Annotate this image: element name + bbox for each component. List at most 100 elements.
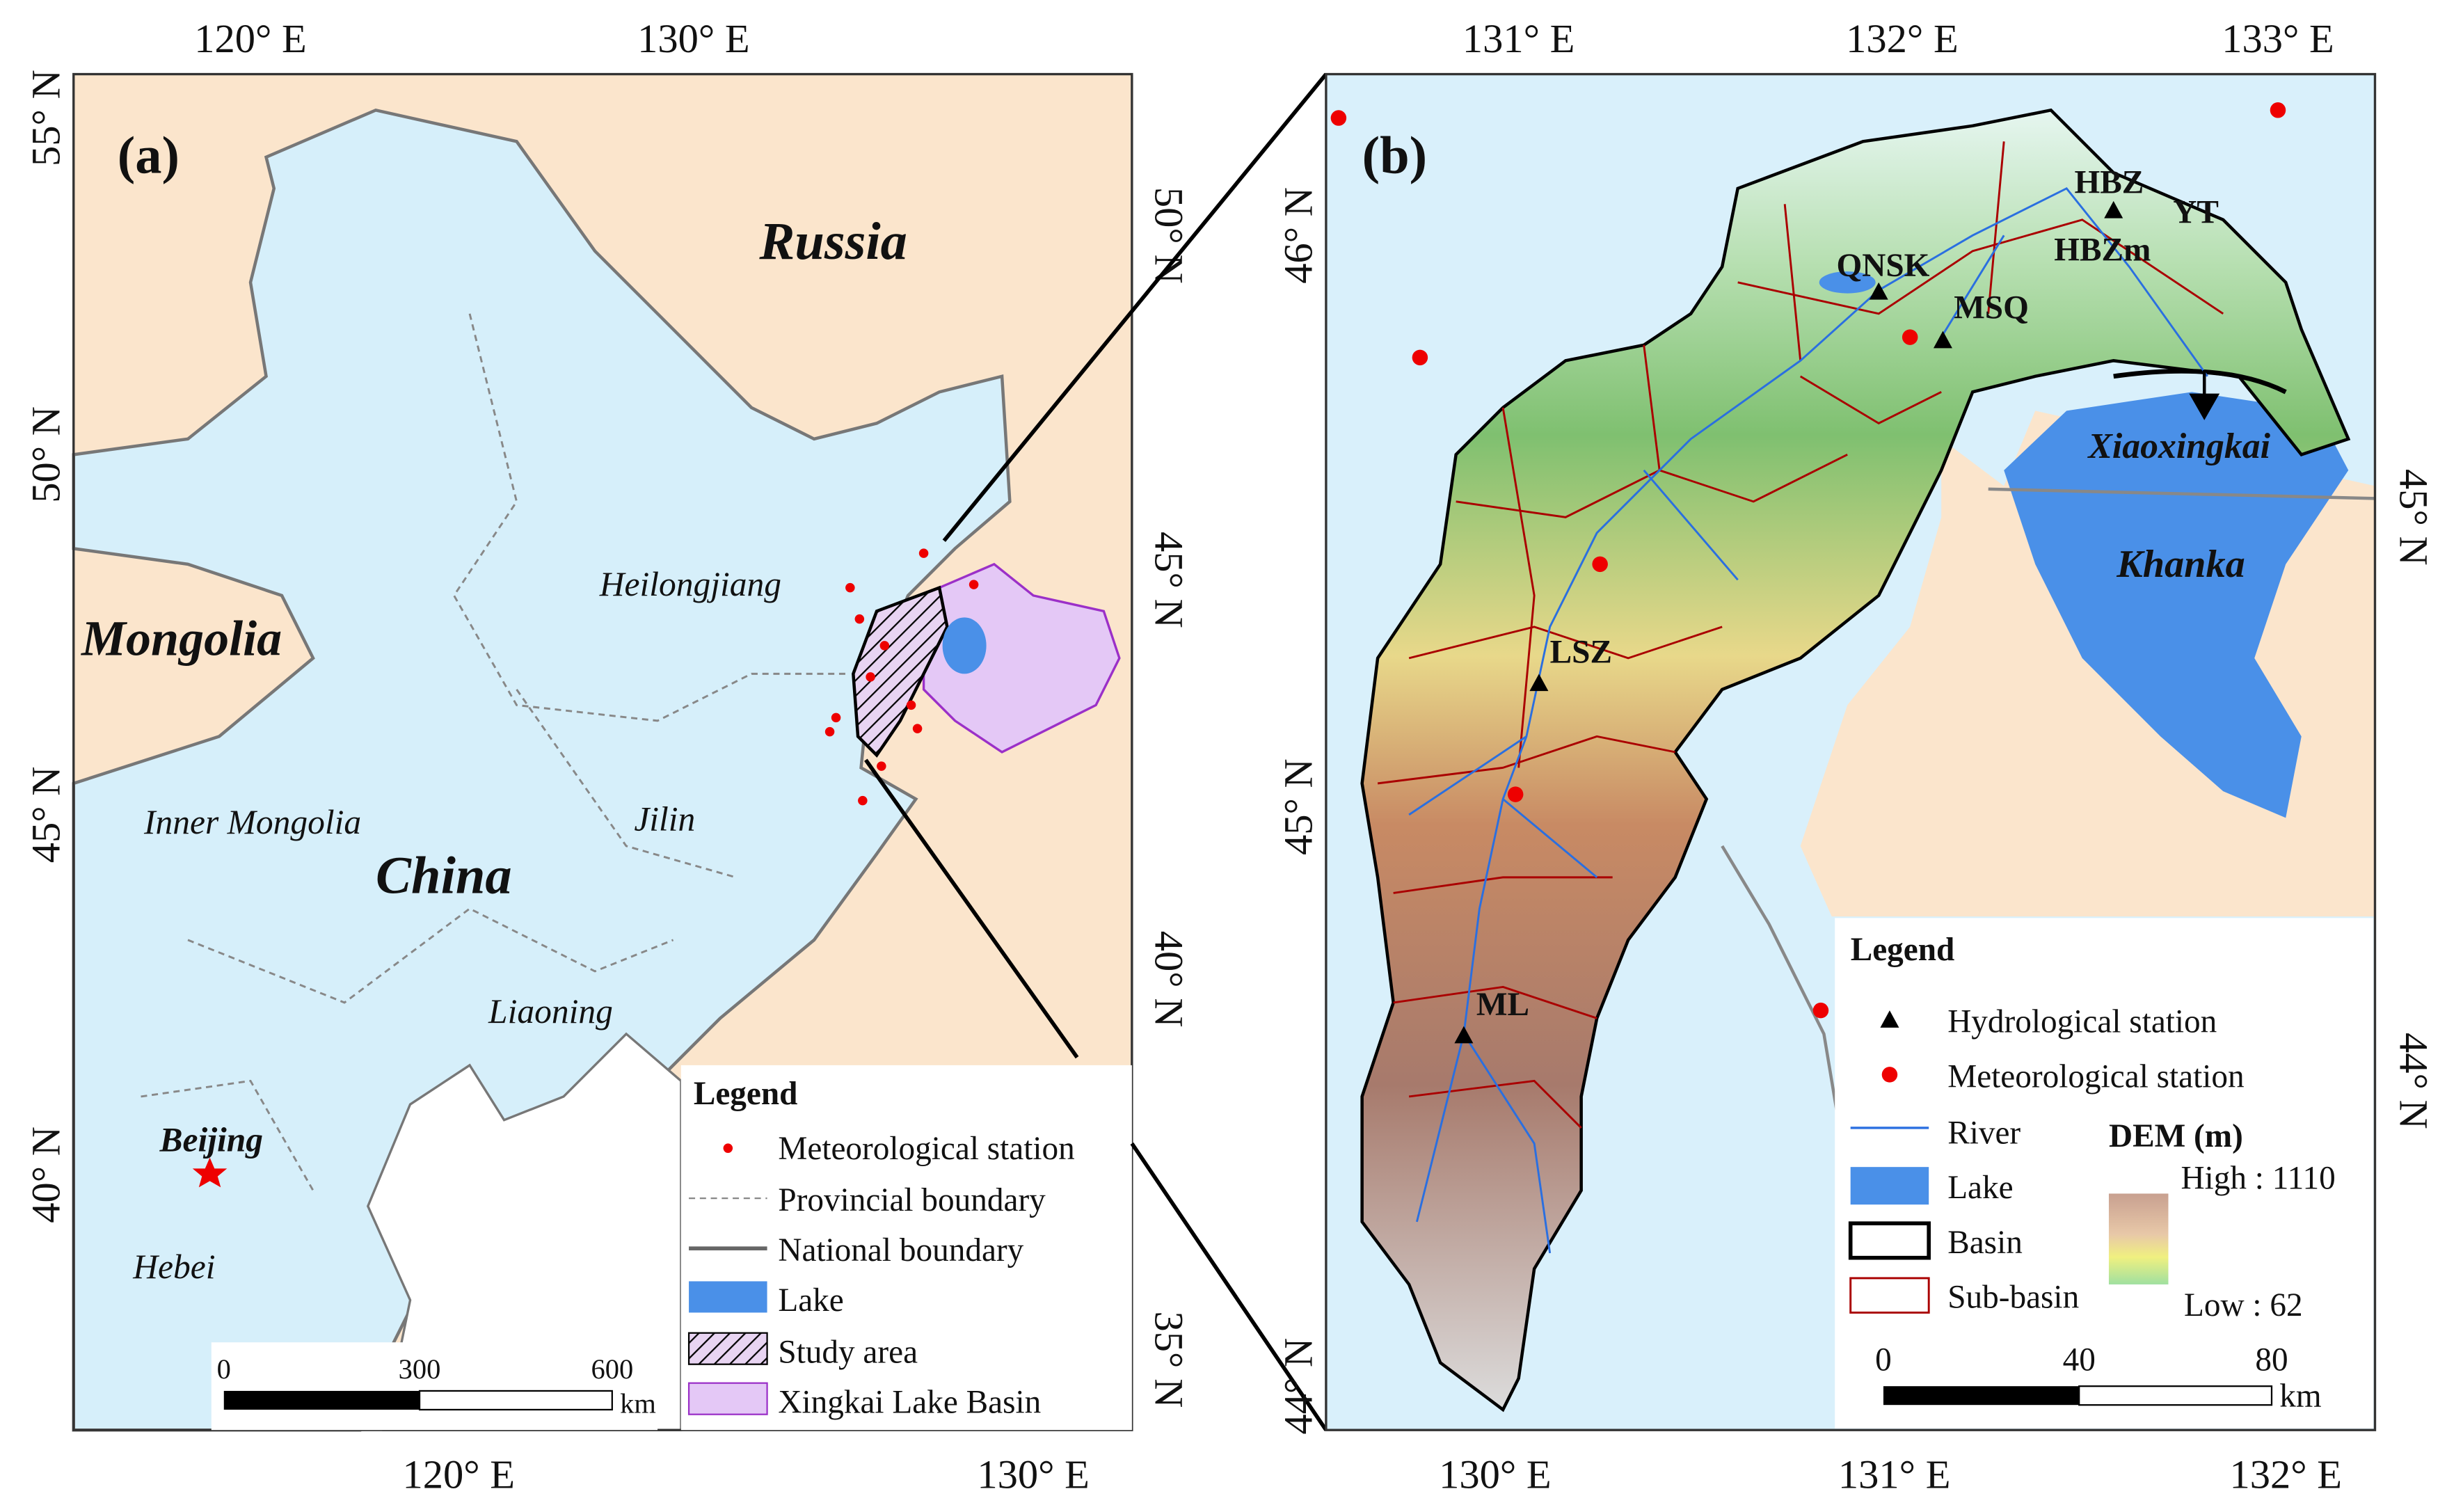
met-station	[1902, 329, 1918, 345]
station-label: HBZ	[2074, 165, 2144, 201]
met-station	[912, 724, 923, 733]
tick-label: 120° E	[194, 16, 307, 61]
legend-label: Sub-basin	[1947, 1280, 2079, 1316]
khanka-lake	[2004, 392, 2349, 818]
river	[1408, 186, 2208, 1254]
scale-label: 40	[2063, 1342, 2096, 1378]
scale-bar	[1883, 1386, 2080, 1406]
hydro-station	[1529, 674, 1549, 692]
place-label: Jilin	[634, 799, 695, 838]
station-label: QNSK	[1836, 248, 1929, 284]
tick-label: 132° E	[2229, 1451, 2342, 1497]
legend-symbol	[687, 1382, 768, 1415]
xiaoxingkai-shore	[2113, 368, 2287, 395]
met-station	[918, 548, 929, 558]
legend-label: Lake	[1947, 1170, 2013, 1206]
place-label: Russia	[758, 212, 907, 271]
met-station	[854, 614, 865, 624]
zoom-connector	[864, 72, 1328, 1431]
station-label: LSZ	[1550, 635, 1612, 671]
met-stations	[1330, 102, 2286, 1019]
scale-label: 600	[591, 1353, 633, 1385]
scale-bar	[418, 1390, 613, 1411]
tick-label: 45° N	[1147, 532, 1192, 628]
xingkai-lake-basin	[922, 562, 1121, 754]
dem-ramp	[2108, 1193, 2169, 1284]
legend-label: Lake	[778, 1282, 843, 1319]
panel-b: HBZ YT QNSK HBZm MSQ LSZ ML Xiaoxingkai …	[1276, 16, 2437, 1497]
tick-label: 40° N	[24, 1127, 69, 1223]
met-station	[866, 672, 875, 682]
hydro-station	[1933, 331, 1952, 349]
lake	[942, 617, 987, 674]
tick-label: 131° E	[1838, 1451, 1951, 1497]
met-station	[879, 641, 890, 651]
reservoir	[1819, 271, 1876, 294]
hydro-station	[2104, 200, 2123, 218]
legend-label: Study area	[778, 1334, 918, 1370]
scale-unit: km	[620, 1387, 656, 1419]
place-label: Inner Mongolia	[143, 803, 361, 841]
legend-title: Legend	[694, 1076, 798, 1112]
scale-label: 0	[1875, 1342, 1892, 1378]
met-station	[1330, 110, 1347, 126]
met-station	[858, 795, 868, 806]
met-station	[2270, 102, 2286, 118]
tick-label: 40° N	[1147, 931, 1192, 1028]
frame	[1325, 72, 2377, 1431]
legend-label: River	[1947, 1115, 2020, 1151]
tick-label: 50° N	[1147, 187, 1192, 284]
china-region	[72, 108, 1012, 1432]
legend-label: Meteorological station	[1947, 1058, 2244, 1095]
lake-label: Khanka	[2116, 543, 2245, 586]
provincial-boundary	[141, 313, 846, 1191]
place-label: Mongolia	[81, 610, 282, 666]
panel-label: (a)	[118, 125, 180, 184]
legend-label: Basin	[1947, 1225, 2023, 1261]
dem-low: Low : 62	[2184, 1287, 2303, 1323]
legend-label: Provincial boundary	[778, 1182, 1046, 1218]
station-label: ML	[1476, 987, 1529, 1023]
scale-bar	[223, 1390, 420, 1410]
tick-label: 45° N	[2391, 469, 2436, 566]
legend-symbol	[1880, 1010, 1899, 1028]
tick-label: 44° N	[1276, 1338, 1321, 1435]
met-station	[845, 582, 855, 593]
tick-label: 130° E	[977, 1451, 1090, 1497]
hydro-station	[1869, 282, 1888, 300]
place-label: Beijing	[159, 1121, 264, 1159]
scale-unit: km	[2279, 1378, 2322, 1414]
station-label: MSQ	[1954, 290, 2029, 326]
legend-symbol	[1850, 1167, 1929, 1205]
place-label: Hebei	[132, 1248, 215, 1286]
legend-title: Legend	[1851, 932, 1955, 968]
tick-label: 50° N	[24, 406, 69, 503]
tick-label: 44° N	[2391, 1033, 2436, 1129]
tick-label: 131° E	[1462, 16, 1575, 61]
panel-label: (b)	[1362, 125, 1428, 184]
scale-bar	[2078, 1385, 2273, 1406]
tick-label: 133° E	[2222, 16, 2334, 61]
beijing-star	[192, 1157, 228, 1188]
met-station	[1592, 556, 1608, 573]
place-label: Liaoning	[488, 992, 613, 1030]
legend-label: National boundary	[778, 1232, 1023, 1268]
national-boundary	[1988, 487, 2375, 500]
met-station	[969, 580, 979, 589]
scale-box	[211, 1342, 658, 1431]
met-station	[906, 700, 916, 710]
met-station	[1412, 349, 1428, 366]
legend-symbol	[689, 1281, 767, 1313]
scale-label: 0	[217, 1353, 231, 1385]
tick-label: 45° N	[1276, 758, 1321, 855]
tick-label: 120° E	[403, 1451, 516, 1497]
panel-a: (a) Russia Mongolia China Heilongjiang I…	[24, 16, 1192, 1497]
hydro-station	[1454, 1026, 1474, 1044]
hydro-stations	[1454, 200, 2123, 1044]
met-stations	[824, 548, 979, 806]
station-label: YT	[2173, 194, 2219, 230]
legend-label: Hydrological station	[1947, 1004, 2217, 1040]
legend-symbol	[687, 1332, 768, 1365]
